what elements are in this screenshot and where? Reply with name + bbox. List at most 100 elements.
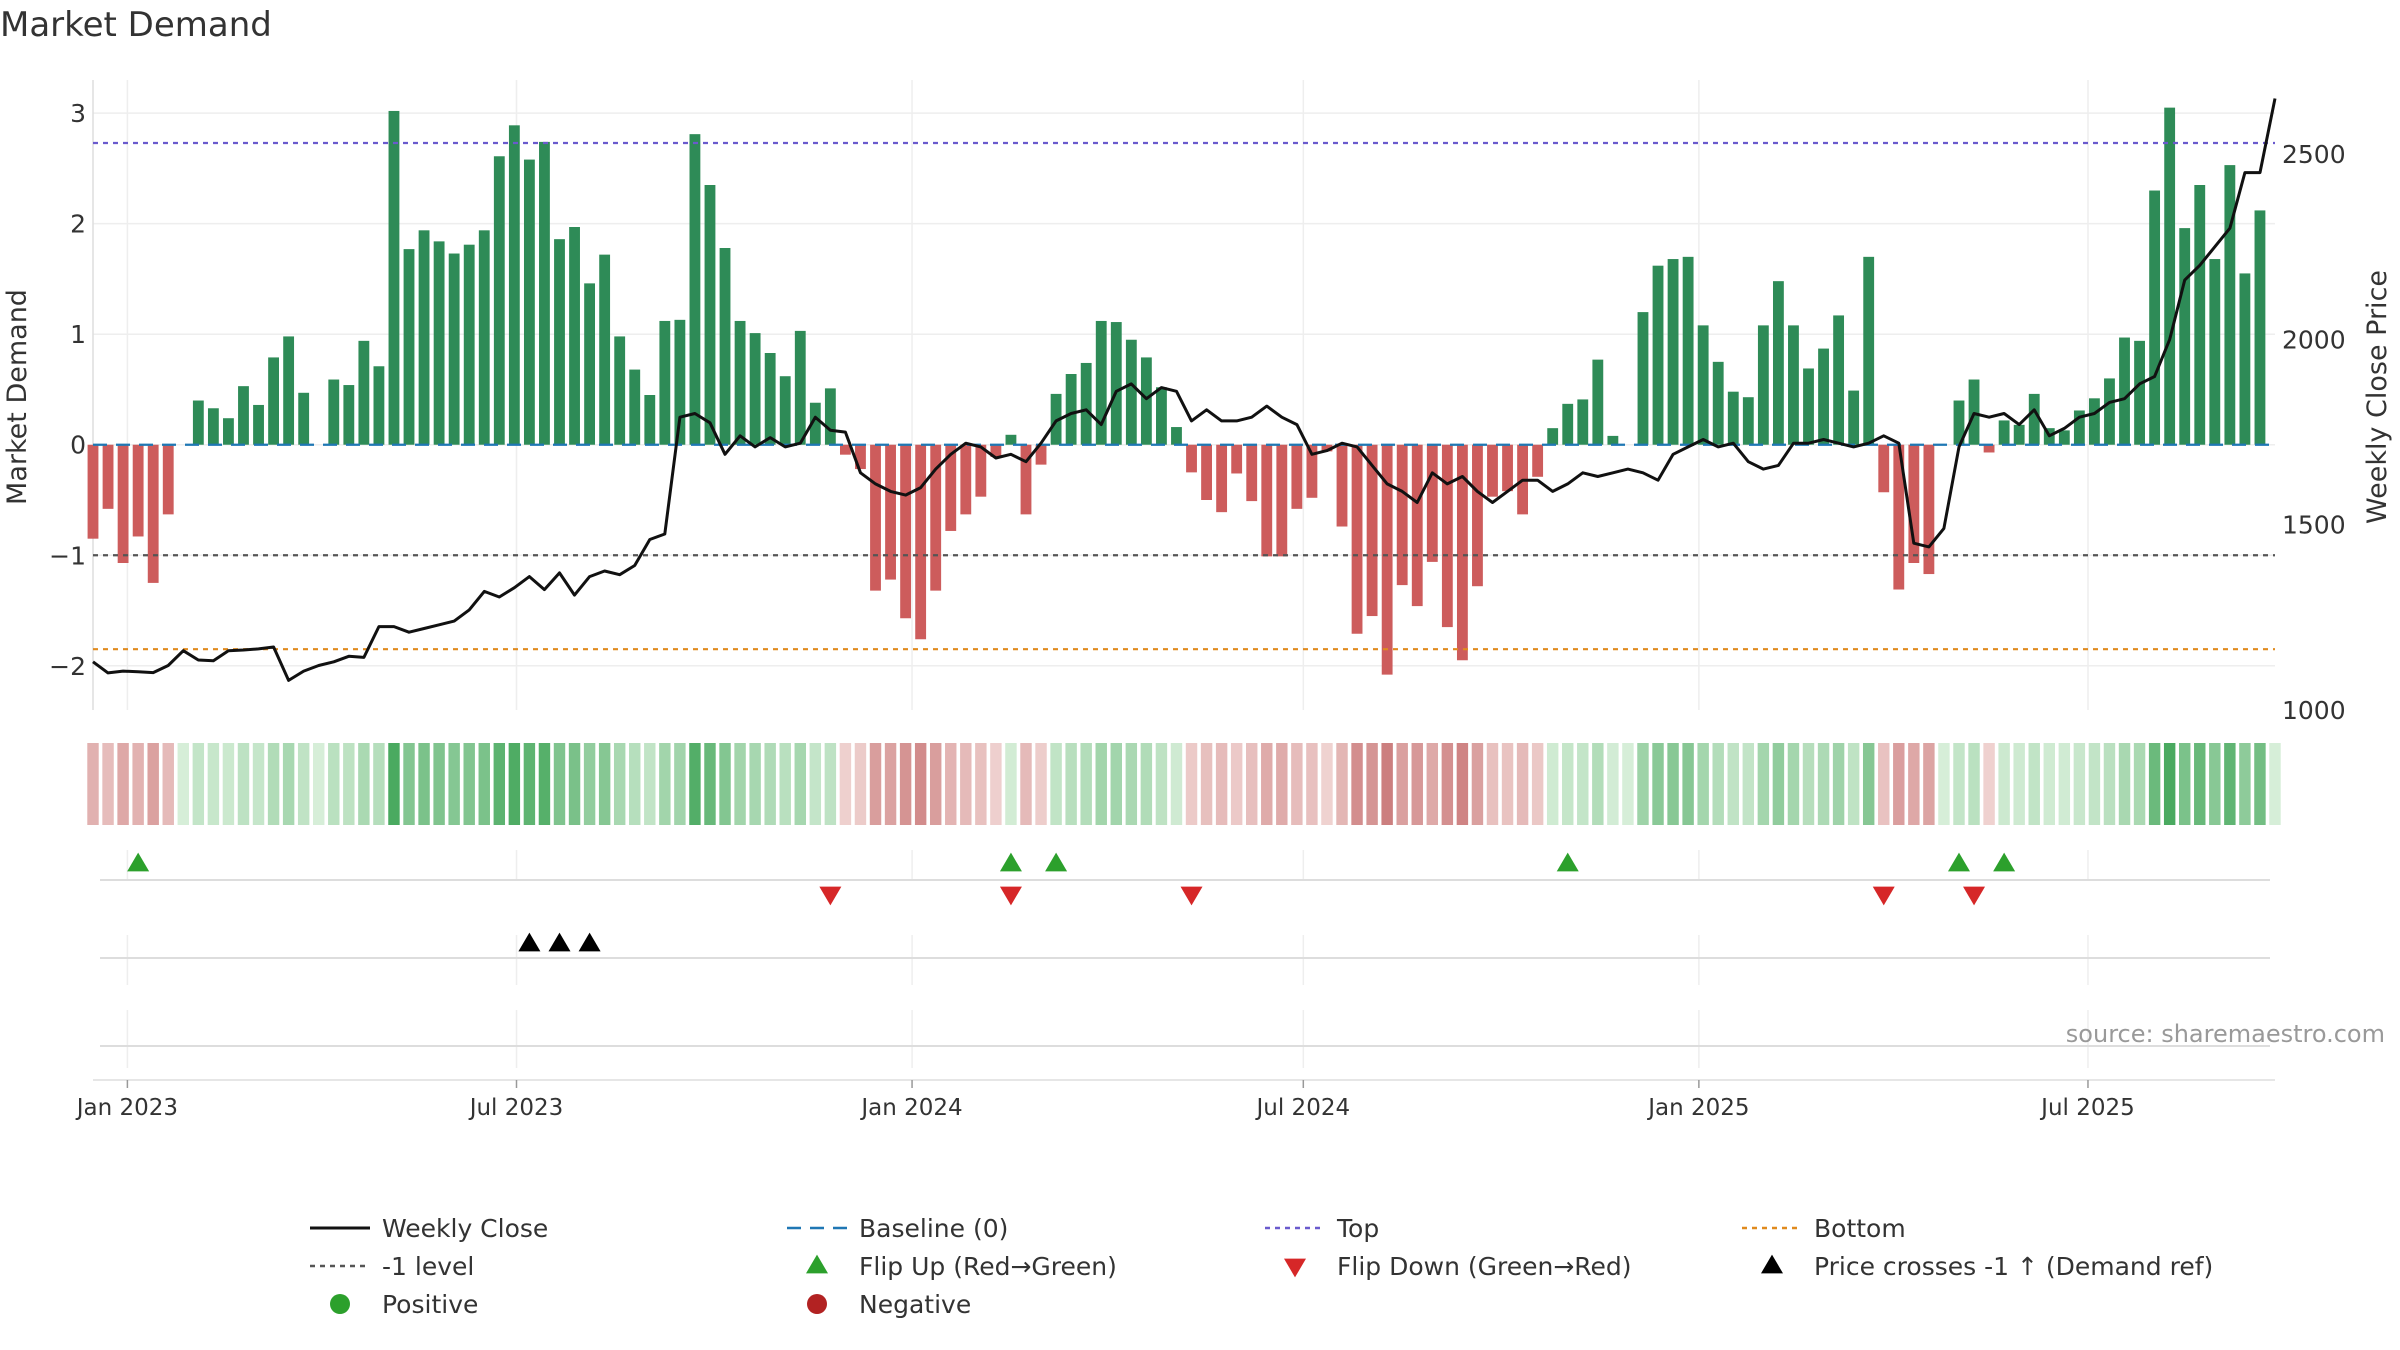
heat-cell <box>1862 743 1875 825</box>
heat-cell <box>1516 743 1529 825</box>
flip-down-marker <box>999 886 1022 906</box>
x-tick-label: Jan 2024 <box>859 1095 962 1121</box>
demand-bar <box>2013 424 2025 445</box>
heat-cell <box>252 743 265 825</box>
demand-bar <box>1246 444 1258 502</box>
demand-bar <box>162 444 174 515</box>
heat-cell <box>538 743 551 825</box>
heat-cell <box>1080 743 1092 825</box>
heat-cell <box>192 743 205 825</box>
demand-bar <box>659 320 671 445</box>
flip-down-marker <box>1963 886 1986 906</box>
demand-bar <box>1667 259 1679 445</box>
demand-bar <box>1186 444 1197 473</box>
heat-cell <box>553 743 566 825</box>
demand-bar <box>1562 403 1574 445</box>
heat-cell <box>1998 743 2010 825</box>
heat-cell <box>749 743 761 825</box>
heat-cell <box>1366 743 1378 825</box>
legend-swatch-circle <box>330 1294 350 1314</box>
demand-heat-strip <box>87 743 2281 825</box>
demand-bar <box>87 444 99 539</box>
heat-cell <box>1607 743 1619 825</box>
demand-bar <box>1216 444 1228 513</box>
heat-cell <box>162 743 174 825</box>
heat-cell <box>1637 743 1649 825</box>
demand-bar <box>1998 420 2010 445</box>
demand-bar <box>1171 427 1182 445</box>
demand-bar <box>1833 315 1845 445</box>
heat-cell <box>1381 743 1393 825</box>
demand-bar <box>2073 410 2085 445</box>
heat-cell <box>1531 743 1544 825</box>
heat-cell <box>1757 743 1770 825</box>
heat-cell <box>1742 743 1755 825</box>
demand-bar <box>764 353 776 445</box>
heat-cell <box>1065 743 1077 825</box>
demand-bar <box>1110 322 1122 445</box>
demand-bar <box>945 444 957 531</box>
heat-cell <box>1486 743 1499 825</box>
heat-cell <box>508 743 521 825</box>
heat-cell <box>403 743 415 825</box>
heat-cell <box>2194 743 2206 825</box>
heat-cell <box>2118 743 2131 825</box>
heat-cell <box>87 743 99 825</box>
heat-cell <box>1908 743 1920 825</box>
weekly-close-line <box>92 98 2277 682</box>
demand-bar <box>433 241 445 445</box>
demand-bar <box>238 386 249 445</box>
demand-bar <box>1712 361 1724 445</box>
demand-bar <box>147 444 159 583</box>
heat-cell <box>523 743 536 825</box>
heat-cell <box>1878 743 1890 825</box>
heat-cell <box>869 743 882 825</box>
demand-bar <box>1742 397 1754 445</box>
heat-cell <box>2163 743 2176 825</box>
heat-cell <box>237 743 250 825</box>
heat-cell <box>117 743 129 825</box>
heat-cell <box>719 743 731 825</box>
heat-cell <box>1772 743 1785 825</box>
demand-bar <box>1863 256 1875 445</box>
demand-bar <box>1261 444 1273 557</box>
legend-label: Flip Up (Red→Green) <box>859 1252 1117 1281</box>
demand-bar <box>1893 444 1905 590</box>
heat-cell <box>779 743 791 825</box>
demand-bar <box>1321 444 1333 452</box>
demand-bar <box>885 444 896 580</box>
price-cross-marker <box>578 932 601 952</box>
demand-bar <box>1908 444 1920 563</box>
demand-bar <box>1306 444 1318 498</box>
heat-cell <box>328 743 340 825</box>
demand-bar <box>1140 357 1152 445</box>
demand-bar <box>1697 325 1709 445</box>
heat-cell <box>1802 743 1815 825</box>
heat-cell <box>1832 743 1845 825</box>
chart-title: Market Demand <box>0 5 272 45</box>
y-tick-label-left: −2 <box>49 652 86 681</box>
demand-bar <box>1201 444 1212 500</box>
price-cross-panel <box>100 932 2270 985</box>
x-tick-label: Jul 2023 <box>468 1095 564 1121</box>
flip-down-marker <box>819 886 842 906</box>
demand-bar <box>975 444 987 497</box>
heat-cell <box>1441 743 1454 825</box>
demand-bar <box>1125 339 1137 445</box>
demand-bar <box>1878 444 1890 493</box>
x-tick-label: Jan 2023 <box>75 1095 178 1121</box>
demand-bar <box>1592 359 1604 445</box>
legend-swatch-triangle-up <box>806 1254 828 1274</box>
x-tick-label: Jul 2025 <box>2039 1095 2135 1121</box>
demand-bar <box>1803 368 1814 445</box>
demand-bar <box>2239 273 2251 445</box>
y-axis-left-label: Market Demand <box>2 289 33 505</box>
heat-cell <box>2133 743 2146 825</box>
heat-cell <box>568 743 581 825</box>
demand-bar <box>2104 378 2115 445</box>
legend-label: Weekly Close <box>382 1214 548 1243</box>
heat-cell <box>147 743 159 825</box>
demand-bar <box>493 156 505 445</box>
demand-bar <box>839 444 851 455</box>
heat-cell <box>1125 743 1138 825</box>
